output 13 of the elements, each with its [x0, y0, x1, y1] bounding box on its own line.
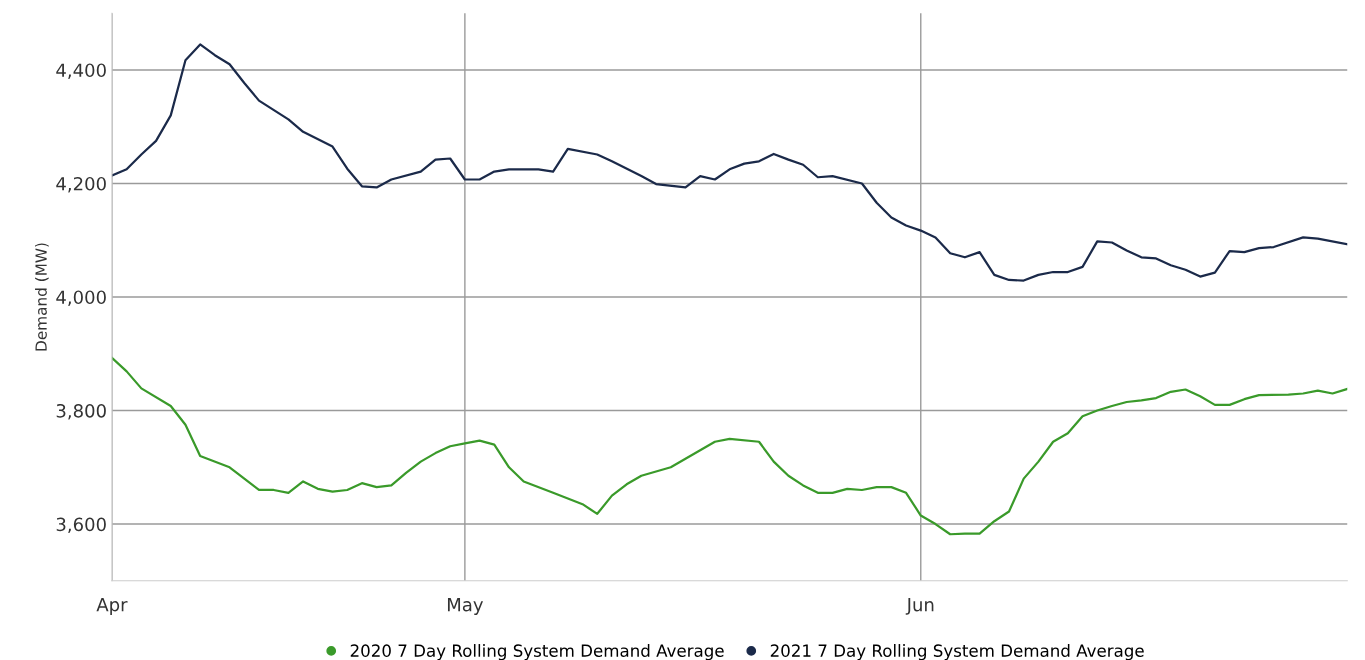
- line-series: [111, 43, 1348, 282]
- x-tick-label: May: [447, 598, 484, 615]
- y-tick-label: 3,800: [56, 403, 106, 420]
- legend-label: 2021 7 Day Rolling System Demand Average: [770, 644, 1144, 660]
- y-tick-label: 4,200: [56, 176, 106, 193]
- y-axis-title: Demand (MW): [35, 243, 49, 351]
- x-tick-label: Apr: [96, 598, 128, 615]
- legend-label: 2020 7 Day Rolling System Demand Average: [350, 644, 724, 660]
- line-series: [111, 356, 1348, 536]
- y-tick-label: 3,600: [56, 517, 106, 533]
- y-tick-label: 4,400: [56, 63, 106, 79]
- x-tick-label: Jun: [905, 598, 934, 615]
- y-tick-label: 4,000: [56, 290, 106, 306]
